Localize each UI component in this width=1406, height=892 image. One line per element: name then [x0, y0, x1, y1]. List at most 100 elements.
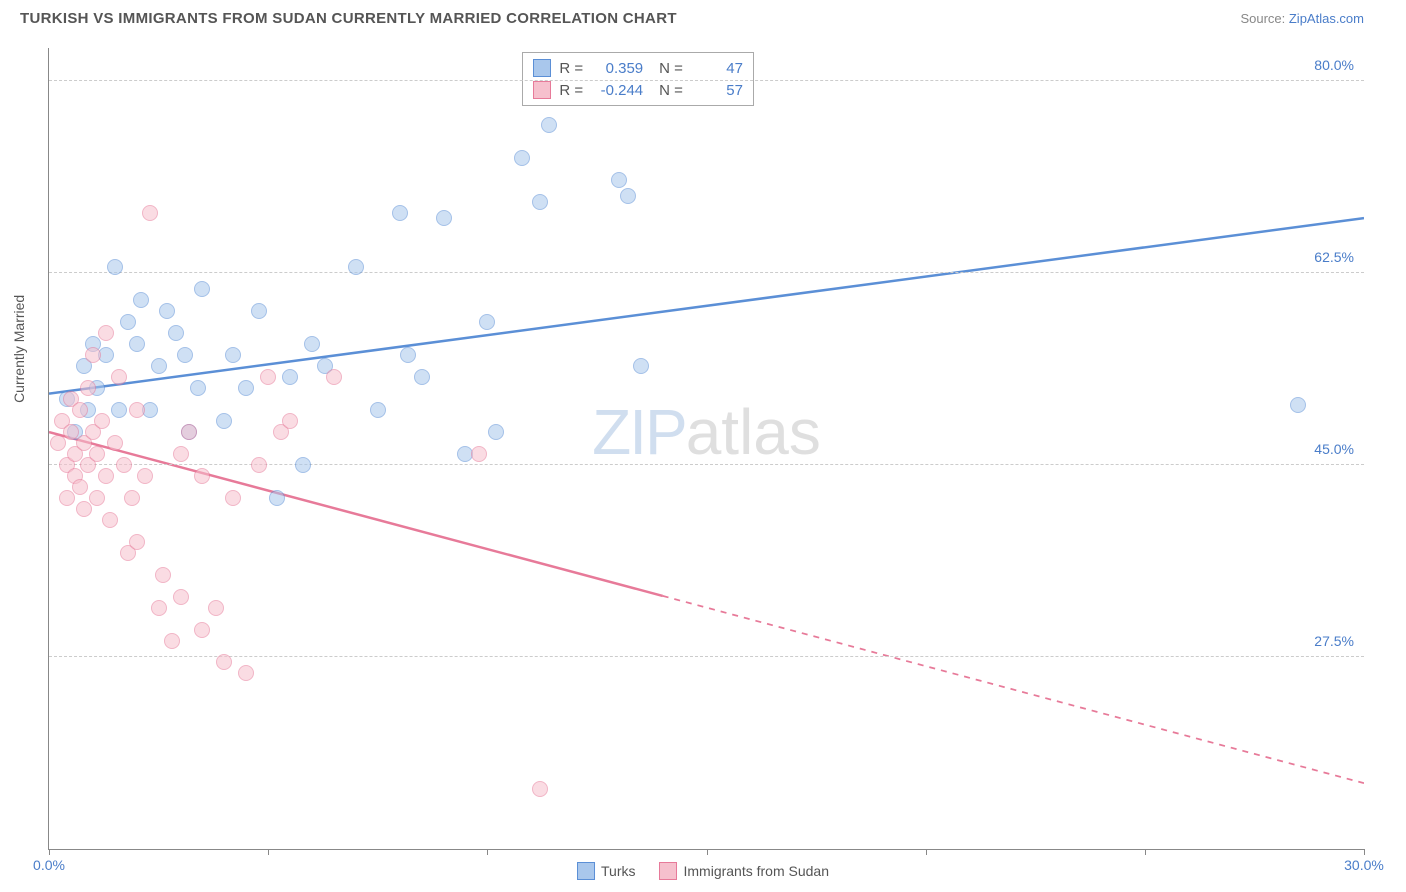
legend-swatch: [533, 59, 551, 77]
data-point: [479, 314, 495, 330]
stats-legend-row: R = -0.244 N = 57: [533, 79, 743, 101]
data-point: [102, 512, 118, 528]
data-point: [251, 457, 267, 473]
data-point: [151, 600, 167, 616]
data-point: [225, 347, 241, 363]
data-point: [181, 424, 197, 440]
data-point: [216, 413, 232, 429]
y-tick-label: 80.0%: [1314, 57, 1354, 73]
n-value: 57: [691, 82, 743, 99]
data-point: [194, 468, 210, 484]
data-point: [436, 210, 452, 226]
data-point: [173, 446, 189, 462]
y-axis-label: Currently Married: [11, 294, 27, 402]
stats-legend-row: R =0.359N =47: [533, 57, 743, 79]
data-point: [59, 490, 75, 506]
legend-label: Immigrants from Sudan: [683, 863, 829, 879]
data-point: [633, 358, 649, 374]
data-point: [190, 380, 206, 396]
data-point: [295, 457, 311, 473]
data-point: [155, 567, 171, 583]
x-tick-label: 30.0%: [1344, 857, 1384, 873]
r-label: R =: [559, 60, 583, 77]
gridline: [49, 464, 1364, 465]
legend-item: Immigrants from Sudan: [659, 862, 829, 880]
data-point: [151, 358, 167, 374]
x-tick: [487, 849, 488, 855]
data-point: [80, 380, 96, 396]
source-attribution: Source: ZipAtlas.com: [1240, 11, 1364, 26]
data-point: [177, 347, 193, 363]
r-value: 0.359: [591, 60, 643, 77]
data-point: [194, 622, 210, 638]
data-point: [471, 446, 487, 462]
legend-swatch: [659, 862, 677, 880]
data-point: [107, 435, 123, 451]
x-tick: [707, 849, 708, 855]
data-point: [111, 402, 127, 418]
data-point: [72, 479, 88, 495]
data-point: [1290, 397, 1306, 413]
data-point: [98, 325, 114, 341]
data-point: [216, 654, 232, 670]
data-point: [269, 490, 285, 506]
data-point: [107, 259, 123, 275]
legend-swatch: [533, 81, 551, 99]
data-point: [541, 117, 557, 133]
data-point: [168, 325, 184, 341]
gridline: [49, 656, 1364, 657]
x-tick: [1145, 849, 1146, 855]
data-point: [514, 150, 530, 166]
data-point: [370, 402, 386, 418]
data-point: [400, 347, 416, 363]
y-tick-label: 62.5%: [1314, 249, 1354, 265]
data-point: [76, 501, 92, 517]
data-point: [98, 468, 114, 484]
series-legend: Turks Immigrants from Sudan: [577, 862, 829, 880]
data-point: [120, 314, 136, 330]
data-point: [116, 457, 132, 473]
n-label: N =: [659, 82, 683, 99]
n-label: N =: [659, 60, 683, 77]
data-point: [260, 369, 276, 385]
data-point: [94, 413, 110, 429]
y-tick-label: 45.0%: [1314, 441, 1354, 457]
data-point: [142, 205, 158, 221]
data-point: [304, 336, 320, 352]
data-point: [611, 172, 627, 188]
x-tick-label: 0.0%: [33, 857, 65, 873]
data-point: [111, 369, 127, 385]
data-point: [620, 188, 636, 204]
chart-header: TURKISH VS IMMIGRANTS FROM SUDAN CURRENT…: [0, 0, 1406, 27]
data-point: [137, 468, 153, 484]
data-point: [89, 490, 105, 506]
data-point: [129, 336, 145, 352]
data-point: [50, 435, 66, 451]
data-point: [133, 292, 149, 308]
data-point: [282, 369, 298, 385]
data-point: [124, 490, 140, 506]
legend-swatch: [577, 862, 595, 880]
r-label: R =: [559, 82, 583, 99]
data-point: [532, 194, 548, 210]
legend-label: Turks: [601, 863, 635, 879]
data-point: [238, 665, 254, 681]
data-point: [72, 402, 88, 418]
data-point: [238, 380, 254, 396]
data-point: [173, 589, 189, 605]
x-tick: [926, 849, 927, 855]
y-tick-label: 27.5%: [1314, 633, 1354, 649]
source-link[interactable]: ZipAtlas.com: [1289, 11, 1364, 26]
regression-lines: [49, 48, 1364, 849]
data-point: [282, 413, 298, 429]
data-point: [164, 633, 180, 649]
r-value: -0.244: [591, 82, 643, 99]
gridline: [49, 272, 1364, 273]
chart-title: TURKISH VS IMMIGRANTS FROM SUDAN CURRENT…: [20, 10, 677, 27]
data-point: [488, 424, 504, 440]
data-point: [392, 205, 408, 221]
legend-item: Turks: [577, 862, 635, 880]
data-point: [85, 347, 101, 363]
x-tick: [49, 849, 50, 855]
data-point: [159, 303, 175, 319]
